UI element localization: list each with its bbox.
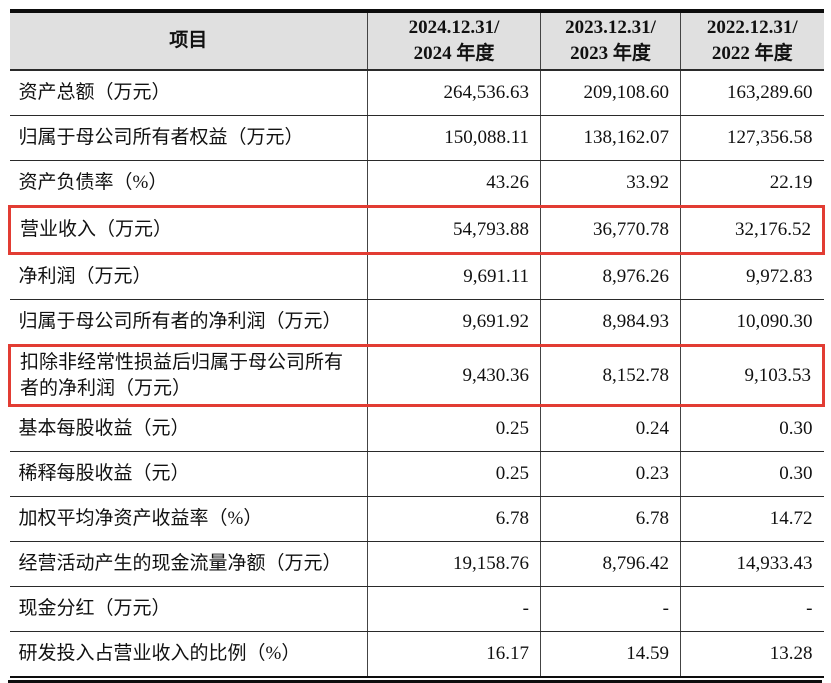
column-header-2022: 2022.12.31/ 2022 年度 [680,9,824,71]
column-header-item-label: 项目 [169,30,208,52]
value-2024: 9,691.92 [367,299,541,346]
value-2022: 10,090.30 [680,299,824,346]
value-2024: 16.17 [367,631,541,679]
value-2022: 9,103.53 [680,343,825,408]
value-2023: 8,984.93 [540,299,681,346]
column-header-2023: 2023.12.31/ 2023 年度 [540,9,681,71]
value-2023: 0.24 [540,405,681,453]
value-2023: 8,976.26 [540,253,681,300]
value-2023: 33.92 [540,160,681,207]
value-2023: 8,152.78 [540,343,681,408]
table-row-parent-net-profit: 归属于母公司所有者的净利润（万元） 9,691.92 8,984.93 10,0… [9,299,824,346]
row-label: 归属于母公司所有者的净利润（万元） [9,299,368,346]
value-2024: 9,691.11 [367,253,541,300]
value-2024: 0.25 [367,451,541,498]
table-row-cash-dividend: 现金分红（万元） - - - [9,586,824,633]
row-label: 研发投入占营业收入的比例（%） [9,631,368,679]
value-2022: 0.30 [680,451,824,498]
value-2023: 138,162.07 [540,115,681,161]
year-header-line2: 2023 年度 [570,43,651,64]
value-2024: - [367,586,541,633]
table-row-parent-equity: 归属于母公司所有者权益（万元） 150,088.11 138,162.07 12… [9,115,824,161]
row-label: 扣除非经常性损益后归属于母公司所有者的净利润（万元） [8,343,368,408]
value-2022: 22.19 [680,160,824,207]
value-2022: 9,972.83 [680,253,824,300]
value-2024: 264,536.63 [367,70,541,116]
value-2023: 209,108.60 [540,70,681,116]
row-label: 稀释每股收益（元） [9,451,368,498]
table-row-diluted-eps: 稀释每股收益（元） 0.25 0.23 0.30 [9,451,824,498]
row-label: 资产负债率（%） [9,160,368,207]
value-2024: 9,430.36 [367,343,541,408]
value-2023: 0.23 [540,451,681,498]
row-label: 基本每股收益（元） [9,405,368,453]
value-2023: - [540,586,681,633]
table-row-revenue-highlighted: 营业收入（万元） 54,793.88 36,770.78 32,176.52 [8,205,825,255]
value-2023: 36,770.78 [540,205,681,255]
value-2023: 6.78 [540,496,681,543]
row-label: 现金分红（万元） [9,586,368,633]
table-row-rd-ratio: 研发投入占营业收入的比例（%） 16.17 14.59 13.28 [9,631,824,679]
row-label: 资产总额（万元） [9,70,368,116]
table-row-debt-ratio: 资产负债率（%） 43.26 33.92 22.19 [9,160,824,207]
row-label: 加权平均净资产收益率（%） [9,496,368,543]
value-2022: 14.72 [680,496,824,543]
value-2022: 13.28 [680,631,824,679]
year-header-line2: 2022 年度 [711,43,793,64]
row-label: 归属于母公司所有者权益（万元） [9,115,368,161]
value-2024: 43.26 [367,160,541,207]
table-row-operating-cash-flow: 经营活动产生的现金流量净额（万元） 19,158.76 8,796.42 14,… [9,541,824,588]
value-2022: - [680,586,824,633]
value-2023: 8,796.42 [540,541,681,588]
table-row-weighted-roe: 加权平均净资产收益率（%） 6.78 6.78 14.72 [9,496,824,543]
value-2024: 150,088.11 [367,115,541,161]
value-2024: 54,793.88 [367,205,541,255]
financial-summary-page: 项目 2024.12.31/ 2024 年度 2023.12.31/ 2023 … [0,9,831,683]
value-2024: 0.25 [367,405,541,453]
row-label: 营业收入（万元） [8,205,368,255]
year-header-line1: 2022.12.31/ [706,17,798,39]
header-row: 项目 2024.12.31/ 2024 年度 2023.12.31/ 2023 … [9,9,824,71]
year-header-line2: 2024 年度 [413,43,495,64]
table-row-basic-eps: 基本每股收益（元） 0.25 0.24 0.30 [9,405,824,453]
row-label: 经营活动产生的现金流量净额（万元） [9,541,368,588]
row-label: 净利润（万元） [9,253,368,300]
table-row-net-profit: 净利润（万元） 9,691.11 8,976.26 9,972.83 [9,253,824,300]
column-header-item: 项目 [9,9,368,71]
value-2022: 32,176.52 [680,205,825,255]
table-row-deducted-net-profit-highlighted: 扣除非经常性损益后归属于母公司所有者的净利润（万元） 9,430.36 8,15… [8,343,825,408]
value-2024: 19,158.76 [367,541,541,588]
table-row-total-assets: 资产总额（万元） 264,536.63 209,108.60 163,289.6… [9,70,824,116]
value-2022: 163,289.60 [680,70,824,116]
value-2022: 0.30 [680,405,824,453]
value-2022: 127,356.58 [680,115,824,161]
financial-summary-table: 项目 2024.12.31/ 2024 年度 2023.12.31/ 2023 … [8,9,825,679]
column-header-2024: 2024.12.31/ 2024 年度 [367,9,541,71]
value-2023: 14.59 [540,631,681,679]
value-2024: 6.78 [367,496,541,543]
value-2022: 14,933.43 [680,541,824,588]
year-header-line1: 2023.12.31/ [565,17,656,39]
year-header-line1: 2024.12.31/ [408,17,500,39]
